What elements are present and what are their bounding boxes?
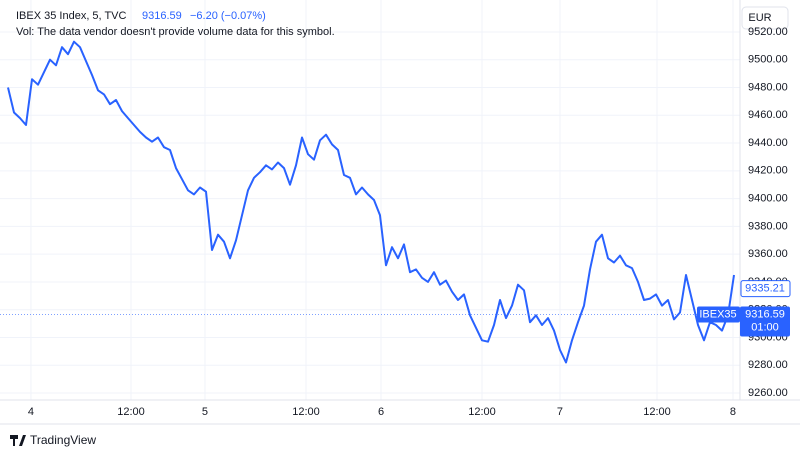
- header-change: −6.20 (−0.07%): [190, 10, 266, 22]
- x-tick-label: 4: [28, 406, 34, 418]
- x-tick-label: 12:00: [292, 406, 320, 418]
- price-line: [7, 40, 735, 364]
- symbol-tag: IBEX35: [699, 308, 736, 320]
- last-price-box: [740, 306, 790, 337]
- y-tick-label: 9360.00: [748, 248, 788, 260]
- x-tick-label: 6: [378, 406, 384, 418]
- last-price-label: 9316.59: [745, 308, 785, 320]
- symbol-tag-box: [697, 306, 740, 323]
- x-tick-label: 12:00: [468, 406, 496, 418]
- other-price-label: 9335.21: [745, 283, 785, 295]
- plot: [0, 40, 740, 364]
- x-tick-label: 7: [557, 406, 563, 418]
- x-tick-label: 12:00: [117, 406, 145, 418]
- y-tick-label: 9500.00: [748, 54, 788, 66]
- grid: [0, 0, 740, 400]
- y-tick-label: 9520.00: [748, 26, 788, 38]
- volume-note: Vol: The data vendor doesn't provide vol…: [16, 26, 335, 38]
- y-tick-label: 9420.00: [748, 165, 788, 177]
- y-tick-label: 9260.00: [748, 387, 788, 399]
- y-tick-label: 9280.00: [748, 359, 788, 371]
- branding[interactable]: TradingView: [30, 433, 96, 447]
- logo: [10, 435, 26, 446]
- y-tick-label: 9380.00: [748, 220, 788, 232]
- chart-title: IBEX 35 Index, 5, TVC: [16, 10, 127, 22]
- currency-button[interactable]: [741, 6, 789, 30]
- x-tick-label: 5: [202, 406, 208, 418]
- y-tick-label: 9480.00: [748, 81, 788, 93]
- other-price-box: [740, 280, 791, 298]
- y-tick-label: 9440.00: [748, 137, 788, 149]
- x-tick-label: 8: [730, 406, 736, 418]
- header-price: 9316.59: [142, 10, 182, 22]
- x-tick-label: 12:00: [643, 406, 671, 418]
- countdown: 01:00: [751, 321, 779, 333]
- y-tick-label: 9460.00: [748, 109, 788, 121]
- y-tick-label: 9400.00: [748, 193, 788, 205]
- currency[interactable]: EUR: [748, 12, 771, 24]
